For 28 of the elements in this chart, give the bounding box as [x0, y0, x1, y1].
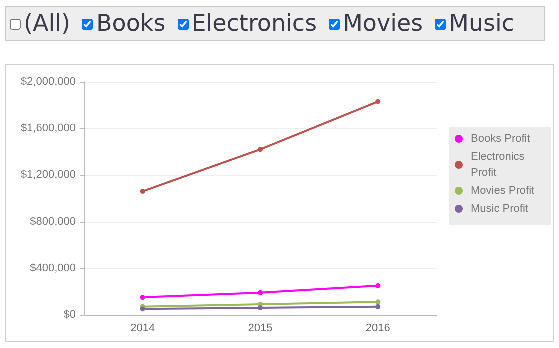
- y-tick-label: $1,600,000: [20, 122, 76, 135]
- y-tick-label: $800,000: [30, 216, 76, 228]
- point: [376, 300, 381, 305]
- text: Movies: [343, 10, 424, 36]
- legend-label: Electronics Profit: [471, 151, 528, 179]
- text: Electronics: [192, 10, 318, 36]
- text: Books: [96, 10, 166, 36]
- point: [140, 189, 146, 194]
- y-tick-label: $400,000: [30, 262, 76, 274]
- x-tick-label: 2015: [248, 322, 273, 334]
- point: [140, 306, 146, 312]
- x-tick-label: 2014: [130, 322, 156, 334]
- point: [376, 99, 381, 104]
- point: [376, 283, 381, 288]
- text: Music: [449, 10, 515, 36]
- legend-label: Music Profit: [471, 203, 528, 215]
- point: [140, 295, 146, 300]
- point: [376, 304, 381, 310]
- legend-label: Movies Profit: [471, 185, 535, 197]
- y-tick-label: $2,000,000: [20, 76, 76, 88]
- point: [258, 290, 263, 296]
- text: (All): [24, 10, 70, 36]
- y-tick-label: $1,200,000: [20, 169, 76, 182]
- point: [258, 306, 263, 311]
- x-tick-label: 2016: [366, 322, 390, 334]
- legend-label: Books Profit: [471, 133, 530, 145]
- y-tick-label: $0: [64, 309, 76, 321]
- point: [258, 147, 263, 152]
